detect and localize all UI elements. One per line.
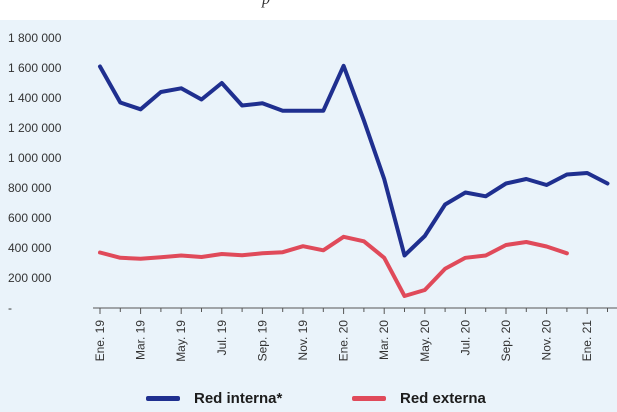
cropped-header-text: p [262, 0, 270, 9]
x-tick-label: Ene. 20 [337, 320, 351, 362]
series-line-red-externa [98, 234, 569, 298]
cropped-header: p [0, 0, 617, 20]
legend-item-red-interna: Red interna* [146, 388, 282, 408]
legend-label-red-externa: Red externa [400, 389, 486, 407]
x-tick-label: Ene. 21 [580, 320, 594, 362]
legend-label-red-interna: Red interna* [194, 389, 283, 407]
x-tick-label: Jul. 19 [215, 320, 229, 356]
x-tick-label: Jul. 20 [458, 320, 472, 356]
x-tick-label: Ene. 19 [93, 320, 107, 362]
x-tick-label: Nov. 19 [296, 320, 310, 361]
y-tick-label: 200 000 [8, 271, 52, 285]
legend: Red interna* Red externa [0, 384, 617, 412]
y-tick-label: 1 800 000 [8, 31, 62, 45]
y-tick-label: 1 600 000 [8, 61, 62, 75]
x-tick-label: Sep. 20 [499, 320, 513, 362]
x-tick-label: Nov. 20 [540, 320, 554, 361]
x-tick-label: May. 20 [418, 320, 432, 362]
y-tick-label: 1 400 000 [8, 91, 62, 105]
series-line-red-interna [98, 63, 610, 258]
x-axis: Ene. 19 Mar. 19 May. 19 Jul. 19 Sep. 19 Nov. … [93, 307, 617, 362]
legend-swatch-red-interna [146, 395, 180, 401]
y-tick-label: - [8, 301, 12, 315]
x-tick-label: May. 19 [174, 320, 188, 362]
line-chart: - 200 000 400 000 600 000 800 000 1 000 000 1 … [8, 31, 617, 362]
y-tick-label: 1 200 000 [8, 121, 62, 135]
y-tick-label: 800 000 [8, 181, 52, 195]
y-tick-label: 1 000 000 [8, 151, 62, 165]
legend-swatch-red-externa [352, 395, 386, 401]
x-tick-label: Mar. 20 [377, 320, 391, 360]
y-tick-label: 400 000 [8, 241, 52, 255]
y-axis-tick-labels: - 200 000 400 000 600 000 800 000 1 000 000 1 … [8, 31, 62, 315]
legend-item-red-externa: Red externa [352, 388, 486, 408]
x-tick-label: Sep. 19 [255, 320, 269, 362]
series-lines [98, 63, 610, 298]
x-tick-label: Mar. 19 [134, 320, 148, 360]
y-tick-label: 600 000 [8, 211, 52, 225]
